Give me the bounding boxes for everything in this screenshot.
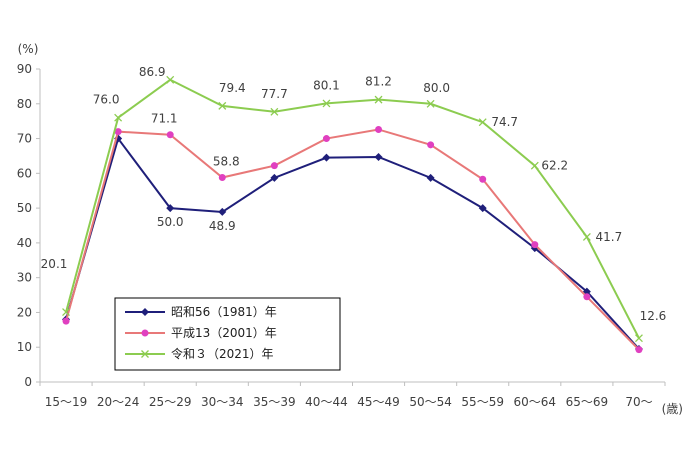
- data-point-s2-10: [582, 233, 591, 241]
- y-tick-label: 40: [17, 236, 32, 250]
- data-point-s0-5: [322, 153, 331, 162]
- data-point-s1-9: [531, 241, 539, 249]
- series-line-1: [65, 128, 640, 351]
- data-point-s2-3: [218, 101, 227, 110]
- data-point-s1-6: [375, 126, 383, 134]
- x-marker-stroke: [114, 113, 123, 122]
- data-point-s0-4: [270, 173, 279, 182]
- data-point-s2-4: [270, 107, 279, 116]
- data-point-s2-5: [322, 99, 331, 108]
- legend-label-0: 昭和56（1981）年: [171, 305, 277, 319]
- x-marker-stroke: [141, 350, 149, 358]
- data-label-s2-0: 20.1: [41, 257, 68, 271]
- data-point-s1-5: [322, 135, 330, 143]
- data-point-s1-4: [270, 162, 278, 170]
- data-point-s0-8: [478, 204, 487, 213]
- data-point-s2-2: [166, 75, 175, 84]
- x-marker-stroke: [634, 334, 643, 343]
- data-label-s2-4: 77.7: [261, 87, 288, 101]
- x-marker-stroke: [62, 308, 71, 317]
- x-tick-label: 45～49: [357, 395, 400, 409]
- x-tick-label: 40～44: [305, 395, 348, 409]
- x-marker-stroke: [270, 107, 279, 116]
- data-point-s1-10: [583, 293, 591, 301]
- data-point-s2-1: [114, 113, 123, 122]
- axes: 0 10 20 30 40 50 60 70 80 90 15～19 20～24 25～29 30～34 3…: [17, 42, 683, 416]
- series-line-0: [65, 136, 640, 350]
- data-point-s1-8: [479, 175, 487, 183]
- x-tick-label: 25～29: [149, 395, 192, 409]
- x-marker-stroke: [530, 161, 539, 170]
- x-marker-stroke: [322, 99, 331, 108]
- x-marker-stroke: [582, 233, 591, 241]
- data-label-s2-10: 41.7: [596, 230, 623, 244]
- data-label-s0-3: 48.9: [209, 219, 236, 233]
- data-point-s1-2: [166, 131, 174, 139]
- data-point-s1-1: [114, 128, 122, 136]
- y-tick-label: 90: [17, 62, 32, 76]
- data-label-s2-5: 80.1: [313, 78, 340, 92]
- series-line-2: [65, 78, 640, 339]
- y-tick-label: 50: [17, 201, 32, 215]
- data-label-s2-8: 74.7: [491, 115, 518, 129]
- x-tick-label: 30～34: [201, 395, 244, 409]
- data-label-s1-3: 58.8: [213, 155, 240, 169]
- x-marker-stroke: [218, 101, 227, 110]
- data-label-s0-2: 50.0: [157, 215, 184, 229]
- data-point-s1-3: [218, 174, 226, 182]
- data-point-s2-8: [478, 118, 487, 127]
- y-tick-label: 10: [17, 340, 32, 354]
- x-marker-stroke: [374, 95, 383, 104]
- y-tick-label: 0: [24, 375, 32, 389]
- data-point-s0-3: [218, 207, 227, 216]
- data-labels: 50.0 48.9 71.1 58.8 20.1 76.0 86.9 79.4 77.7 80.1…: [41, 65, 667, 323]
- y-tick-label: 70: [17, 132, 32, 146]
- data-point-s1-0: [62, 317, 70, 325]
- y-tick-label: 20: [17, 305, 32, 319]
- x-tick-label: 55～59: [461, 395, 504, 409]
- x-tick-label: 20～24: [97, 395, 140, 409]
- data-label-s2-1: 76.0: [93, 93, 120, 107]
- x-marker-stroke: [166, 75, 175, 84]
- data-label-s2-3: 79.4: [219, 81, 246, 95]
- series-lines: [62, 75, 643, 354]
- data-point-s2-9: [530, 161, 539, 170]
- data-point-s1-11: [635, 346, 643, 354]
- x-tick-label: 65～69: [566, 395, 609, 409]
- data-label-s2-2: 86.9: [139, 65, 166, 79]
- x-unit-label: (歳): [662, 402, 683, 416]
- legend-label-1: 平成13（2001）年: [171, 326, 277, 340]
- y-tick-label: 60: [17, 166, 32, 180]
- y-unit-label: (%): [18, 42, 39, 56]
- data-point-s0-7: [426, 173, 435, 182]
- legend-marker-0: [141, 308, 149, 316]
- legend-marker-2: [141, 350, 149, 358]
- data-point-s0-2: [166, 204, 175, 213]
- data-label-s2-6: 81.2: [365, 75, 392, 89]
- data-label-s2-7: 80.0: [423, 81, 450, 95]
- x-tick-label: 35～39: [253, 395, 296, 409]
- data-point-s2-0: [62, 308, 71, 317]
- y-tick-label: 30: [17, 271, 32, 285]
- y-tick-label: 80: [17, 97, 32, 111]
- data-label-s2-11: 12.6: [640, 309, 667, 323]
- x-marker-stroke: [478, 118, 487, 127]
- data-point-s1-7: [427, 141, 435, 149]
- data-point-s2-6: [374, 95, 383, 104]
- x-tick-label: 70～: [625, 395, 652, 409]
- data-point-s2-11: [634, 334, 643, 343]
- data-label-s2-9: 62.2: [541, 159, 568, 173]
- data-point-s2-7: [426, 99, 435, 108]
- x-tick-label: 15～19: [45, 395, 88, 409]
- x-tick-label: 50～54: [409, 395, 452, 409]
- x-marker-stroke: [426, 99, 435, 108]
- legend-marker-1: [141, 329, 149, 337]
- legend-label-2: 令和３（2021）年: [171, 346, 274, 361]
- data-point-s0-6: [374, 152, 383, 161]
- data-label-s1-2: 71.1: [151, 112, 178, 126]
- x-tick-label: 60～64: [514, 395, 557, 409]
